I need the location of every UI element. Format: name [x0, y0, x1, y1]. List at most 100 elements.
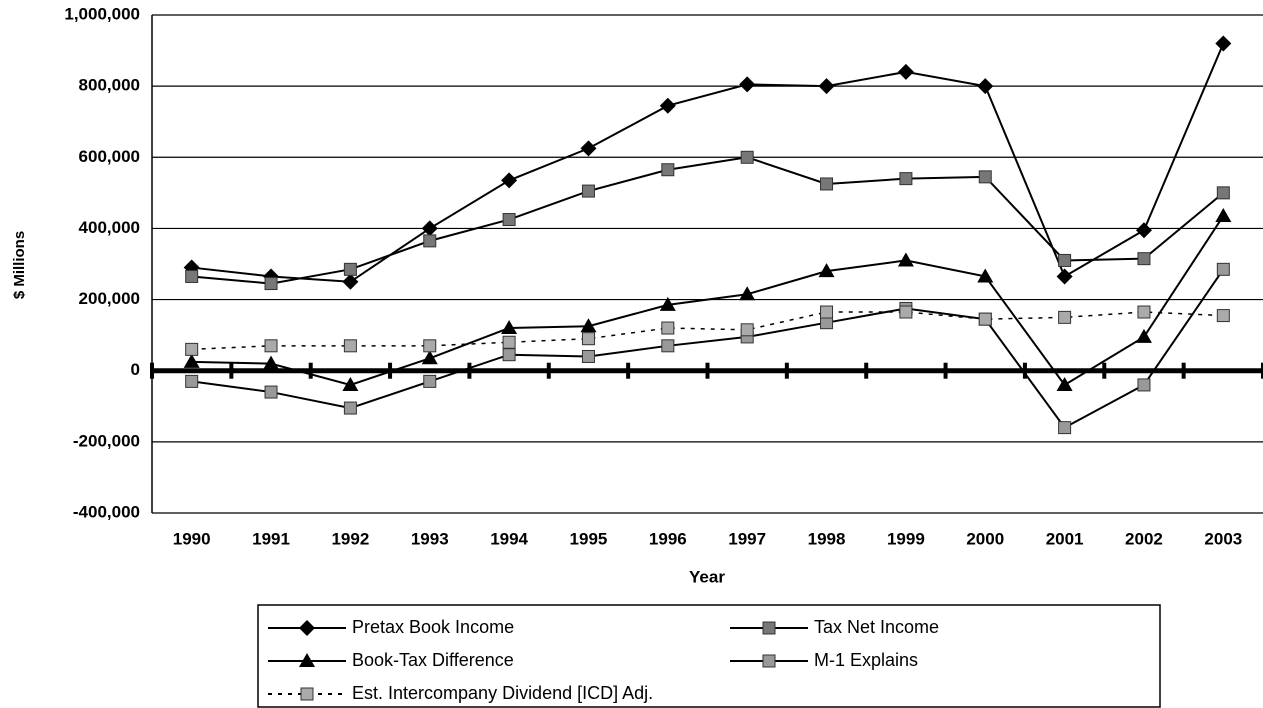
- marker: [423, 374, 437, 388]
- y-tick-label: 200,000: [79, 289, 140, 308]
- marker: [978, 312, 992, 326]
- x-tick-label: 1993: [411, 529, 449, 548]
- x-tick-label: 1995: [570, 529, 608, 548]
- marker: [423, 339, 437, 353]
- marker: [343, 401, 357, 415]
- marker: [1137, 378, 1151, 392]
- marker: [343, 339, 357, 353]
- marker: [502, 348, 516, 362]
- marker: [185, 269, 199, 283]
- legend-marker: [299, 620, 315, 636]
- marker: [581, 349, 595, 363]
- legend-marker: [299, 653, 315, 667]
- legend-label: M-1 Explains: [814, 650, 918, 670]
- marker: [581, 184, 595, 198]
- marker: [820, 177, 834, 191]
- marker: [818, 263, 835, 278]
- marker: [580, 318, 597, 333]
- marker: [1137, 252, 1151, 266]
- x-tick-label: 1990: [173, 529, 211, 548]
- marker: [740, 150, 754, 164]
- marker: [185, 374, 199, 388]
- legend-marker: [300, 687, 314, 701]
- y-tick-label: 600,000: [79, 147, 140, 166]
- marker: [739, 286, 756, 301]
- marker: [183, 353, 200, 368]
- x-tick-label: 1992: [331, 529, 369, 548]
- marker: [1137, 305, 1151, 319]
- marker: [739, 76, 756, 93]
- x-axis-title: Year: [689, 567, 725, 586]
- x-tick-label: 2002: [1125, 529, 1163, 548]
- marker: [421, 220, 438, 237]
- marker: [818, 78, 835, 95]
- y-axis-title: $ Millions: [11, 231, 28, 299]
- y-tick-label: 1,000,000: [64, 4, 140, 23]
- x-tick-label: 1991: [252, 529, 290, 548]
- marker: [342, 273, 359, 290]
- marker: [581, 332, 595, 346]
- legend-label: Pretax Book Income: [352, 617, 514, 637]
- marker: [1215, 207, 1232, 222]
- y-tick-label: 0: [131, 360, 140, 379]
- marker: [659, 97, 676, 114]
- x-tick-label: 2001: [1046, 529, 1084, 548]
- x-tick-label: 1998: [808, 529, 846, 548]
- marker: [899, 172, 913, 186]
- marker: [1216, 309, 1230, 323]
- marker: [1056, 268, 1073, 285]
- marker: [1058, 421, 1072, 435]
- series-line: [191, 156, 1224, 285]
- marker: [977, 78, 994, 95]
- series-line: [191, 215, 1225, 387]
- marker: [820, 305, 834, 319]
- marker: [423, 234, 437, 248]
- x-tick-label: 2000: [966, 529, 1004, 548]
- marker: [502, 335, 516, 349]
- marker: [264, 385, 278, 399]
- y-tick-label: 400,000: [79, 218, 140, 237]
- marker: [185, 342, 199, 356]
- marker: [1216, 262, 1230, 276]
- marker: [661, 339, 675, 353]
- marker: [1056, 376, 1073, 391]
- marker: [659, 296, 676, 311]
- series-line: [191, 43, 1225, 283]
- legend-marker: [762, 654, 776, 668]
- y-tick-label: 800,000: [79, 76, 140, 95]
- marker: [661, 163, 675, 177]
- x-tick-label: 1996: [649, 529, 687, 548]
- y-tick-label: -400,000: [73, 502, 140, 521]
- legend-label: Book-Tax Difference: [352, 650, 514, 670]
- marker: [264, 277, 278, 291]
- marker: [1135, 328, 1152, 343]
- marker: [661, 321, 675, 335]
- marker: [342, 376, 359, 391]
- x-tick-label: 1997: [728, 529, 766, 548]
- marker: [1215, 35, 1232, 52]
- marker: [1135, 222, 1152, 239]
- marker: [264, 339, 278, 353]
- marker: [1216, 186, 1230, 200]
- marker: [1058, 310, 1072, 324]
- marker: [897, 63, 914, 80]
- marker: [501, 172, 518, 189]
- x-tick-label: 2003: [1204, 529, 1242, 548]
- marker: [978, 170, 992, 184]
- marker: [502, 213, 516, 227]
- x-tick-label: 1999: [887, 529, 925, 548]
- marker: [899, 305, 913, 319]
- marker: [580, 140, 597, 157]
- marker: [263, 355, 280, 370]
- marker: [421, 350, 438, 365]
- marker: [1058, 253, 1072, 267]
- series-line: [191, 268, 1225, 429]
- marker: [740, 323, 754, 337]
- legend-box: [257, 604, 1161, 708]
- marker: [897, 252, 914, 267]
- x-tick-label: 1994: [490, 529, 528, 548]
- legend-label: Est. Intercompany Dividend [ICD] Adj.: [352, 683, 653, 703]
- series-line: [191, 311, 1224, 351]
- legend-marker: [762, 621, 776, 635]
